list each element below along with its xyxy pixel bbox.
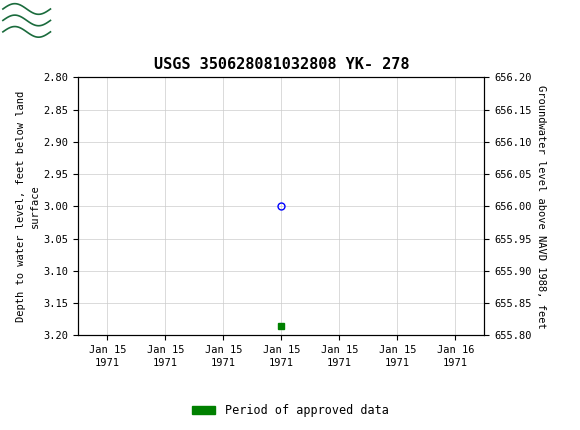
Text: USGS: USGS [61, 10, 129, 31]
Bar [0, 0, 55, 41]
Y-axis label: Depth to water level, feet below land
surface: Depth to water level, feet below land su… [16, 91, 39, 322]
Legend: Period of approved data: Period of approved data [187, 399, 393, 422]
Title: USGS 350628081032808 YK- 278: USGS 350628081032808 YK- 278 [154, 57, 409, 72]
Y-axis label: Groundwater level above NAVD 1988, feet: Groundwater level above NAVD 1988, feet [536, 85, 546, 328]
